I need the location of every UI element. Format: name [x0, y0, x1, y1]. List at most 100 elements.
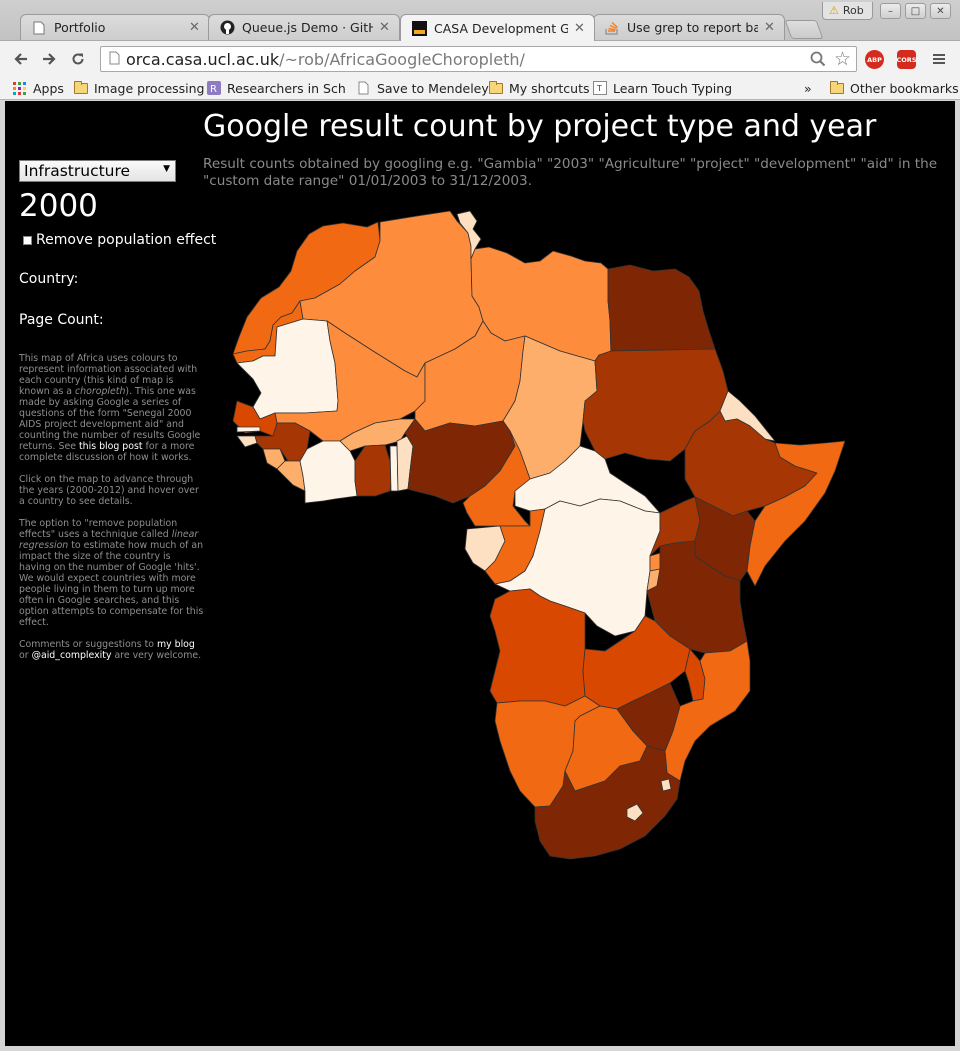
profile-button[interactable]: ⚠ Rob — [822, 2, 873, 20]
twitter-link[interactable]: @aid_complexity — [31, 650, 112, 661]
page-subtitle: Result counts obtained by googling e.g. … — [203, 156, 938, 189]
menu-button[interactable] — [927, 47, 951, 71]
page-icon — [356, 81, 371, 95]
search-icon[interactable] — [810, 51, 826, 71]
page-icon — [109, 50, 120, 69]
country-label: Country: — [19, 271, 79, 287]
info-paragraph: The option to "remove population effects… — [19, 518, 204, 628]
bookmarks-bar: Apps Image processing R Researchers in S… — [0, 76, 960, 100]
cors-extension-icon[interactable]: CORS — [897, 50, 917, 69]
stackoverflow-icon — [604, 20, 620, 36]
my-blog-link[interactable]: my blog — [156, 639, 195, 650]
bookmark-label: Other bookmarks — [850, 80, 959, 96]
tab-casa[interactable]: CASA Development Goo ✕ — [400, 14, 595, 41]
project-type-select[interactable]: Infrastructure ▼ — [19, 160, 176, 182]
dropdown-caret-icon: ▼ — [163, 164, 170, 174]
hamburger-menu-icon — [933, 54, 945, 64]
country-somalia[interactable] — [746, 440, 846, 587]
back-button[interactable] — [9, 47, 33, 71]
bookmark-my-shortcuts[interactable]: My shortcuts — [488, 79, 590, 97]
info-paragraph: This map of Africa uses colours to repre… — [19, 353, 201, 463]
page-content: Google result count by project type and … — [5, 101, 955, 1046]
tab-grep[interactable]: Use grep to report back ✕ — [593, 14, 785, 40]
folder-icon — [488, 80, 503, 95]
tab-portfolio[interactable]: Portfolio ✕ — [20, 14, 210, 40]
github-icon — [219, 20, 235, 36]
close-window-button[interactable]: ✕ — [930, 3, 951, 19]
page-title: Google result count by project type and … — [203, 109, 877, 144]
address-bar[interactable]: orca.casa.ucl.ac.uk/~rob/AfricaGoogleCho… — [100, 46, 857, 72]
svg-text:R: R — [210, 84, 217, 95]
country-swaziland[interactable] — [660, 778, 672, 792]
info-paragraph: Comments or suggestions to my blog or @a… — [19, 639, 202, 661]
close-tab-icon[interactable]: ✕ — [574, 20, 585, 36]
country-zimbabwe[interactable] — [616, 682, 681, 752]
adblock-plus-icon[interactable]: ABP — [865, 50, 884, 69]
tab-strip: Portfolio ✕ Queue.js Demo · GitHub ✕ CAS… — [0, 0, 960, 41]
bookmark-researchers[interactable]: R Researchers in Schoo — [206, 79, 346, 97]
info-paragraph: Click on the map to advance through the … — [19, 474, 199, 507]
country-malawi[interactable] — [684, 648, 706, 702]
new-tab-button[interactable] — [784, 20, 824, 39]
remove-population-label: Remove population effect — [36, 232, 217, 248]
tab-queuejs[interactable]: Queue.js Demo · GitHub ✕ — [208, 14, 400, 40]
minimize-button[interactable]: – — [880, 3, 901, 19]
blog-post-link[interactable]: this blog post — [78, 441, 143, 452]
bookmark-label: My shortcuts — [509, 80, 590, 96]
document-icon — [31, 20, 47, 36]
profile-name: Rob — [842, 4, 864, 17]
typing-icon: T — [592, 81, 607, 95]
warning-icon: ⚠ — [829, 4, 839, 17]
forward-arrow-icon — [43, 53, 56, 65]
bookmark-label: Save to Mendeley — [377, 80, 489, 96]
browser-toolbar: orca.casa.ucl.ac.uk/~rob/AfricaGoogleCho… — [0, 40, 960, 76]
url-path: /~rob/AfricaGoogleChoropleth/ — [279, 49, 525, 69]
reload-button[interactable] — [66, 47, 90, 71]
reload-icon — [72, 53, 84, 65]
bookmark-label: Researchers in Schoo — [227, 80, 346, 96]
maximize-button[interactable]: □ — [905, 3, 926, 19]
country-guinea-bissau[interactable] — [236, 435, 258, 448]
url-host: orca.casa.ucl.ac.uk — [126, 49, 280, 69]
country-lesotho[interactable] — [626, 803, 644, 822]
country-rwanda[interactable] — [649, 552, 661, 572]
page-count-info: Page Count: — [19, 312, 104, 328]
bookmark-other[interactable]: Other bookmarks — [829, 79, 959, 97]
country-cote-divoire[interactable] — [299, 440, 358, 504]
bookmark-mendeley[interactable]: Save to Mendeley — [356, 79, 489, 97]
bookmark-apps[interactable]: Apps — [12, 79, 64, 97]
country-togo[interactable] — [389, 445, 399, 492]
tab-title: CASA Development Goo — [434, 20, 568, 36]
info-text: This map of Africa uses colours to repre… — [19, 353, 205, 672]
bookmark-label: Apps — [33, 80, 64, 96]
year-label: 2000 — [19, 188, 98, 224]
bookmark-label: Learn Touch Typing F — [613, 80, 732, 96]
bookmark-star-icon[interactable]: ☆ — [833, 48, 851, 70]
bookmark-label: Image processing — [94, 80, 205, 96]
remove-population-toggle[interactable]: Remove population effect — [23, 232, 216, 248]
country-gambia[interactable] — [236, 426, 261, 433]
bookmarks-overflow-button[interactable]: » — [804, 80, 812, 96]
remove-population-checkbox[interactable] — [23, 235, 32, 245]
africa-choropleth-map[interactable] — [5, 101, 955, 1046]
country-drc[interactable] — [494, 498, 661, 637]
country-info: Country: — [19, 271, 78, 287]
bookmark-image-processing[interactable]: Image processing — [73, 79, 205, 97]
ucl-icon — [411, 20, 427, 36]
country-ghana[interactable] — [354, 444, 392, 497]
svg-text:T: T — [596, 84, 602, 93]
apps-grid-icon — [12, 81, 27, 95]
forward-button[interactable] — [37, 47, 61, 71]
close-tab-icon[interactable]: ✕ — [764, 20, 775, 35]
close-tab-icon[interactable]: ✕ — [189, 20, 200, 35]
researchgate-icon: R — [206, 81, 221, 95]
bookmark-touch-typing[interactable]: T Learn Touch Typing F — [592, 79, 732, 97]
close-tab-icon[interactable]: ✕ — [379, 20, 390, 35]
folder-icon — [829, 80, 844, 95]
country-south-africa[interactable] — [534, 745, 681, 860]
project-type-value: Infrastructure — [24, 162, 131, 180]
back-arrow-icon — [14, 53, 27, 65]
country-egypt[interactable] — [607, 264, 716, 352]
page-count-label: Page Count: — [19, 312, 104, 328]
